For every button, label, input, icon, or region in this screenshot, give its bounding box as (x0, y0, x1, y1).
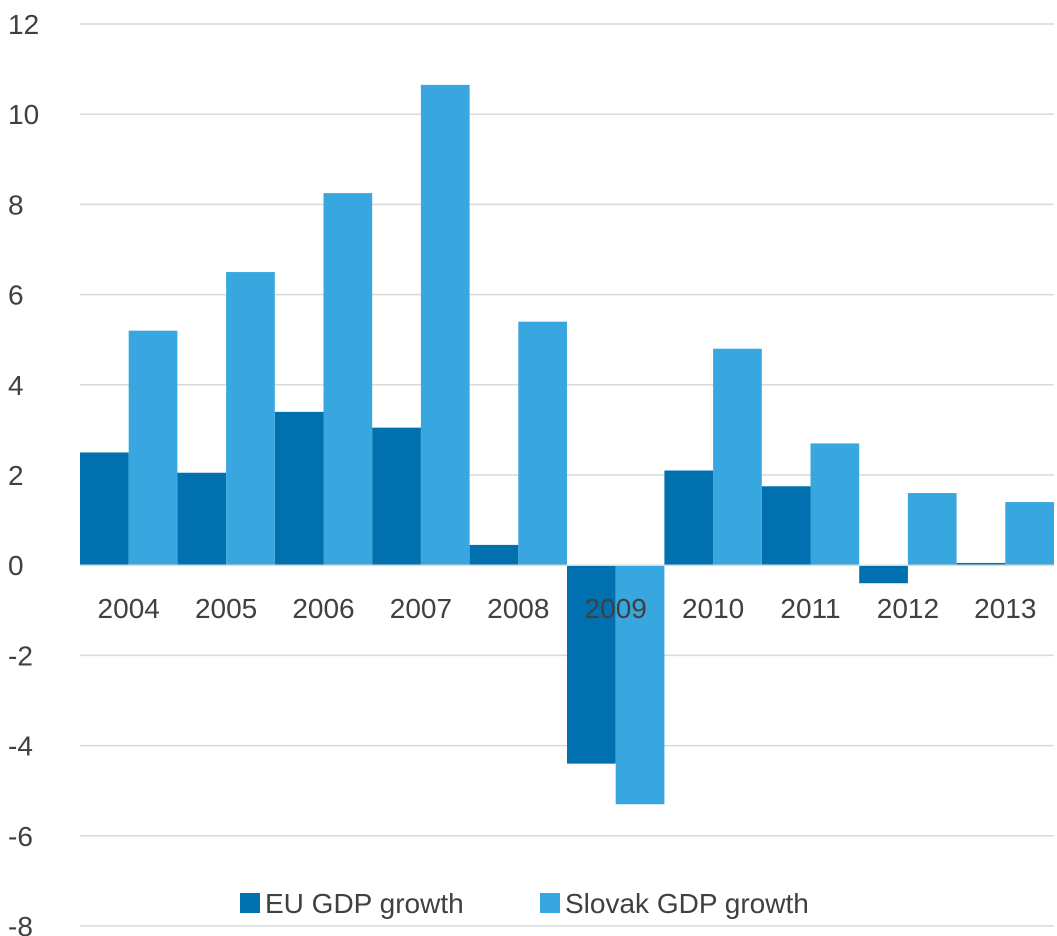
y-tick-label: 6 (8, 280, 24, 311)
x-tick-label: 2009 (585, 593, 647, 624)
bar-slovak-2007 (420, 84, 470, 566)
x-axis-category-labels: 2004 2005 2006 2007 2008 2009 2010 2011 2012 2013 (98, 593, 1037, 624)
bars (80, 84, 1054, 805)
legend-label: EU GDP growth (265, 888, 464, 919)
bar-eu-2010 (664, 470, 714, 566)
bar-eu-2011 (761, 486, 811, 566)
y-tick-label: 12 (8, 9, 39, 40)
bar-slovak-2013 (1005, 502, 1054, 566)
bar-eu-2005 (177, 472, 227, 566)
bar-eu-2012 (859, 565, 908, 584)
bar-eu-2004 (80, 452, 129, 566)
x-tick-label: 2013 (974, 593, 1036, 624)
y-tick-label: -6 (8, 821, 33, 852)
bar-slovak-2009 (615, 565, 665, 805)
bar-slovak-2010 (713, 348, 762, 566)
y-tick-label: 2 (8, 460, 24, 491)
y-tick-label: 0 (8, 550, 24, 581)
x-tick-label: 2004 (98, 593, 160, 624)
x-tick-label: 2005 (195, 593, 257, 624)
bar-slovak-2012 (907, 493, 957, 566)
y-tick-label: -8 (8, 911, 33, 936)
bar-slovak-2006 (323, 193, 373, 566)
x-tick-label: 2011 (780, 593, 840, 624)
legend-swatch (240, 893, 260, 913)
bar-slovak-2011 (810, 443, 860, 566)
x-tick-label: 2008 (487, 593, 549, 624)
bar-slovak-2008 (518, 321, 567, 566)
bar-eu-2013 (956, 562, 1006, 566)
y-tick-label: -2 (8, 640, 33, 671)
bar-eu-2009 (567, 565, 616, 764)
bar-eu-2008 (469, 544, 519, 566)
x-tick-label: 2006 (292, 593, 354, 624)
legend-swatch (540, 893, 560, 913)
bar-slovak-2005 (226, 272, 275, 566)
bar-eu-2006 (274, 411, 324, 566)
y-tick-label: 10 (8, 99, 39, 130)
legend: EU GDP growth Slovak GDP growth (240, 888, 809, 919)
x-tick-label: 2007 (390, 593, 452, 624)
y-tick-label: 4 (8, 370, 24, 401)
y-tick-label: -4 (8, 731, 33, 762)
y-axis-tick-labels: 12 10 8 6 4 2 0 -2 -4 -6 -8 (8, 9, 39, 936)
bar-eu-2007 (372, 427, 421, 566)
y-tick-label: 8 (8, 189, 24, 220)
bar-slovak-2004 (128, 330, 178, 566)
x-tick-label: 2012 (877, 593, 939, 624)
legend-label: Slovak GDP growth (565, 888, 809, 919)
x-tick-label: 2010 (682, 593, 744, 624)
